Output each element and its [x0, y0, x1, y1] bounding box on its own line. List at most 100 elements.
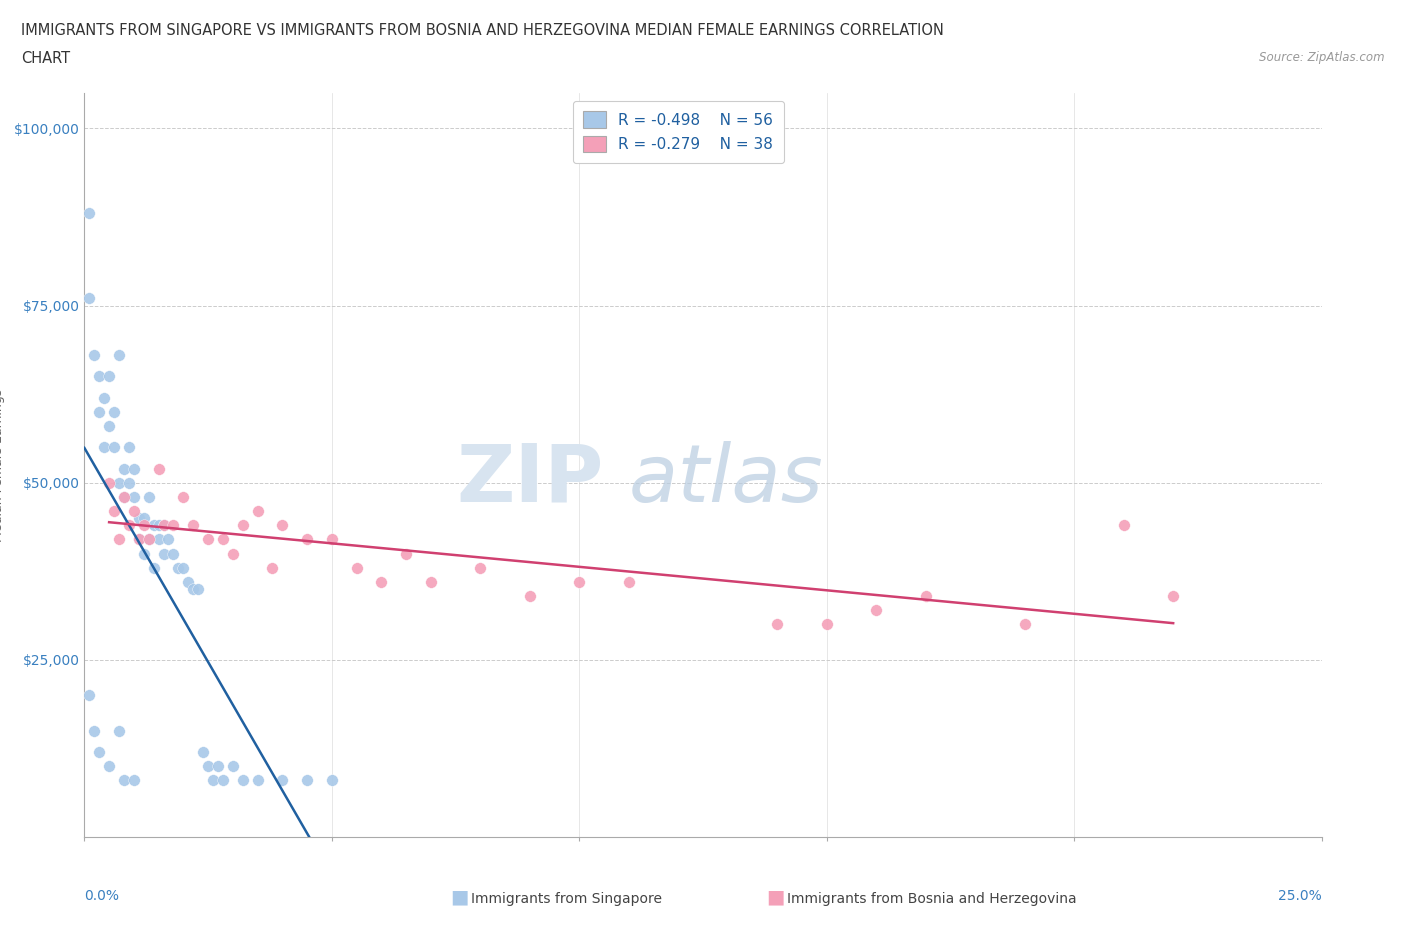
Point: [295, 532, 318, 547]
Point: [112, 461, 135, 476]
Point: [222, 546, 245, 561]
Point: [148, 518, 170, 533]
Text: ZIP: ZIP: [457, 441, 605, 519]
Point: [246, 773, 269, 788]
Point: [232, 518, 254, 533]
Point: [79, 688, 101, 703]
Point: [419, 575, 441, 590]
Point: [766, 617, 789, 631]
Point: [112, 489, 135, 504]
Text: Immigrants from Singapore: Immigrants from Singapore: [471, 892, 662, 907]
Point: [148, 461, 170, 476]
Point: [167, 560, 190, 575]
Point: [98, 475, 121, 490]
Point: [83, 348, 105, 363]
Point: [128, 532, 150, 547]
Point: [108, 348, 131, 363]
Y-axis label: Median Female Earnings: Median Female Earnings: [0, 389, 6, 541]
Text: atlas: atlas: [628, 441, 824, 519]
Point: [262, 560, 284, 575]
Point: [108, 475, 131, 490]
Point: [1112, 518, 1135, 533]
Point: [83, 724, 105, 738]
Point: [142, 560, 165, 575]
Point: [98, 369, 121, 384]
Point: [246, 504, 269, 519]
Point: [295, 773, 318, 788]
Point: [157, 532, 180, 547]
Point: [89, 405, 111, 419]
Point: [152, 546, 174, 561]
Point: [271, 518, 294, 533]
Text: CHART: CHART: [21, 51, 70, 66]
Point: [187, 581, 209, 596]
Point: [191, 745, 214, 760]
Point: [79, 291, 101, 306]
Point: [568, 575, 591, 590]
Point: [122, 461, 145, 476]
Point: [617, 575, 640, 590]
Point: [177, 575, 200, 590]
Point: [112, 773, 135, 788]
Point: [93, 440, 115, 455]
Text: ■: ■: [450, 888, 468, 907]
Point: [1014, 617, 1036, 631]
Point: [103, 504, 125, 519]
Point: [108, 532, 131, 547]
Point: [122, 773, 145, 788]
Point: [162, 546, 184, 561]
Point: [370, 575, 392, 590]
Point: [132, 518, 155, 533]
Point: [128, 511, 150, 525]
Point: [321, 773, 343, 788]
Point: [222, 759, 245, 774]
Point: [914, 589, 936, 604]
Text: Source: ZipAtlas.com: Source: ZipAtlas.com: [1260, 51, 1385, 64]
Point: [112, 489, 135, 504]
Point: [181, 518, 204, 533]
Point: [202, 773, 225, 788]
Point: [212, 773, 235, 788]
Point: [470, 560, 492, 575]
Point: [122, 504, 145, 519]
Point: [118, 518, 141, 533]
Point: [865, 603, 887, 618]
Point: [181, 581, 204, 596]
Point: [122, 489, 145, 504]
Point: [89, 745, 111, 760]
Point: [271, 773, 294, 788]
Point: [93, 391, 115, 405]
Point: [212, 532, 235, 547]
Point: [103, 405, 125, 419]
Point: [128, 532, 150, 547]
Point: [395, 546, 418, 561]
Point: [138, 532, 160, 547]
Point: [132, 511, 155, 525]
Point: [118, 440, 141, 455]
Point: [197, 759, 219, 774]
Point: [152, 518, 174, 533]
Point: [162, 518, 184, 533]
Point: [108, 724, 131, 738]
Point: [152, 518, 174, 533]
Point: [207, 759, 229, 774]
Text: ■: ■: [766, 888, 785, 907]
Legend: R = -0.498    N = 56, R = -0.279    N = 38: R = -0.498 N = 56, R = -0.279 N = 38: [572, 100, 785, 163]
Point: [138, 489, 160, 504]
Point: [1161, 589, 1184, 604]
Point: [815, 617, 838, 631]
Text: 0.0%: 0.0%: [84, 889, 120, 903]
Point: [232, 773, 254, 788]
Point: [142, 518, 165, 533]
Text: 25.0%: 25.0%: [1278, 889, 1322, 903]
Point: [132, 546, 155, 561]
Point: [197, 532, 219, 547]
Point: [89, 369, 111, 384]
Text: IMMIGRANTS FROM SINGAPORE VS IMMIGRANTS FROM BOSNIA AND HERZEGOVINA MEDIAN FEMAL: IMMIGRANTS FROM SINGAPORE VS IMMIGRANTS …: [21, 23, 943, 38]
Point: [98, 418, 121, 433]
Point: [172, 560, 194, 575]
Text: Immigrants from Bosnia and Herzegovina: Immigrants from Bosnia and Herzegovina: [787, 892, 1077, 907]
Point: [79, 206, 101, 221]
Point: [138, 532, 160, 547]
Point: [148, 532, 170, 547]
